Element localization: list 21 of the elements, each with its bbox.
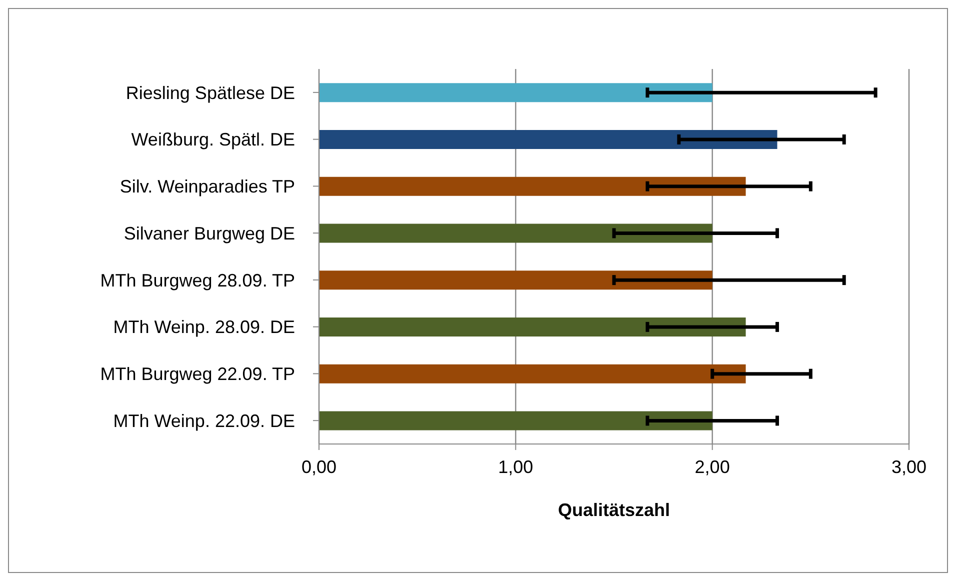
- y-tick-label: Riesling Spätlese DE: [126, 82, 295, 103]
- bar: [319, 317, 746, 336]
- bar: [319, 83, 712, 102]
- y-tick-label: MTh Weinp. 22.09. DE: [113, 410, 295, 431]
- x-tick-label: 2,00: [694, 456, 730, 477]
- bar: [319, 411, 712, 430]
- bar: [319, 224, 712, 243]
- y-tick-label: MTh Burgweg 28.09. TP: [100, 270, 295, 290]
- bar: [319, 364, 746, 384]
- y-tick-label: Silvaner Burgweg DE: [124, 223, 295, 244]
- x-tick-label: 0,00: [301, 456, 337, 477]
- y-tick-label: Weißburg. Spätl. DE: [131, 130, 295, 150]
- y-tick-label: MTh Weinp. 28.09. DE: [113, 317, 295, 338]
- y-tick-label: MTh Burgweg 22.09. TP: [100, 364, 295, 384]
- x-tick-label: 3,00: [891, 456, 927, 477]
- y-tick-label: Silv. Weinparadies TP: [120, 176, 295, 197]
- x-axis-title: Qualitätszahl: [558, 500, 670, 520]
- bar: [319, 130, 778, 149]
- x-tick-label: 1,00: [498, 456, 534, 477]
- bar: [319, 270, 712, 290]
- bar: [319, 176, 746, 196]
